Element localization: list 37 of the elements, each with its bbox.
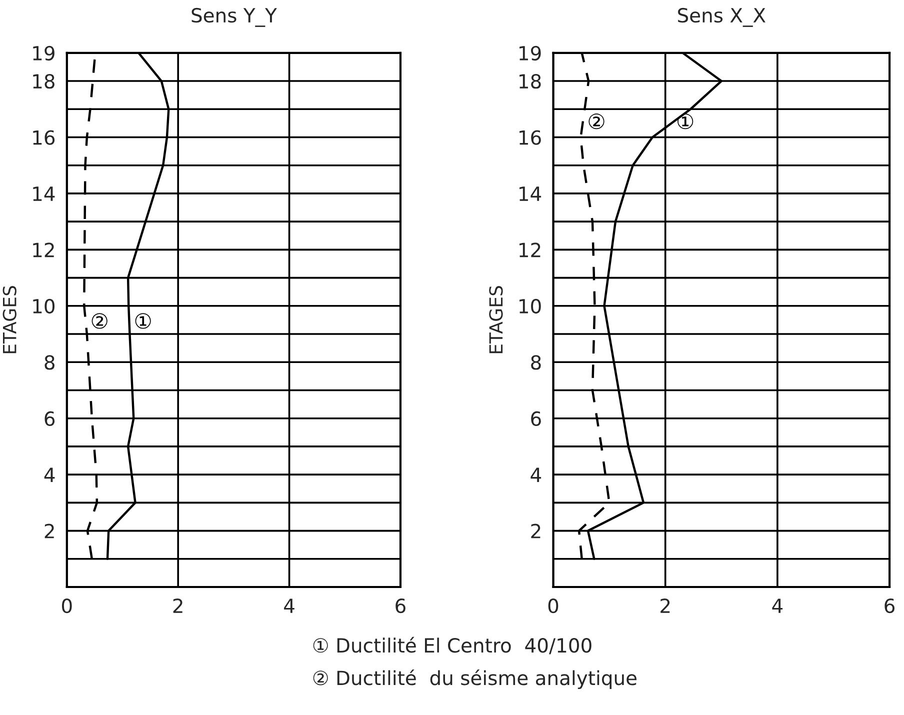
y-tick-label: 4	[530, 468, 542, 482]
y-tick-label: 18	[33, 74, 54, 89]
x-tick-label: 0	[548, 598, 558, 614]
y-axis-title: ETAGES	[2, 286, 16, 354]
y-tick-label: 2	[44, 524, 54, 538]
text: ① Ductilité El Centro 40/100	[313, 636, 592, 654]
y-tick-label: 12	[520, 242, 540, 258]
x-tick-label: 2	[173, 598, 182, 613]
y-tick-label: 19	[33, 46, 54, 61]
x-tick-label: 4	[284, 598, 294, 613]
y-tick-label: 6	[44, 411, 55, 426]
y-tick-label: 12	[33, 242, 54, 258]
y-tick-label: 18	[520, 74, 541, 89]
x-tick-label: 6	[884, 598, 894, 614]
y-tick-label: 16	[33, 130, 55, 145]
y-tick-label: 10	[33, 298, 54, 314]
y-tick-label: 14	[520, 186, 542, 201]
x-tick-label: 4	[772, 598, 783, 613]
x-tick-label: 2	[660, 598, 670, 613]
y-tick-label: 16	[520, 130, 541, 145]
y-tick-label: 8	[44, 355, 54, 370]
text: ② Ductilité du séisme analytique	[313, 669, 636, 690]
x-tick-label: 6	[396, 598, 406, 614]
series-label: ②	[92, 313, 108, 329]
y-tick-label: 2	[531, 524, 540, 538]
x-tick-label: 0	[62, 598, 72, 614]
y-tick-label: 4	[44, 468, 55, 482]
series-label: ①	[135, 313, 151, 329]
y-tick-label: 8	[531, 355, 541, 370]
y-tick-label: 14	[33, 186, 55, 201]
chart-title: Sens Y_Y	[192, 8, 277, 27]
y-axis-title: ETAGES	[489, 286, 503, 354]
y-tick-label: 19	[520, 46, 541, 61]
y-tick-label: 6	[531, 411, 541, 426]
y-tick-label: 10	[520, 298, 541, 314]
chart-title: Sens X_X	[678, 8, 766, 27]
series-label: ②	[588, 114, 604, 130]
